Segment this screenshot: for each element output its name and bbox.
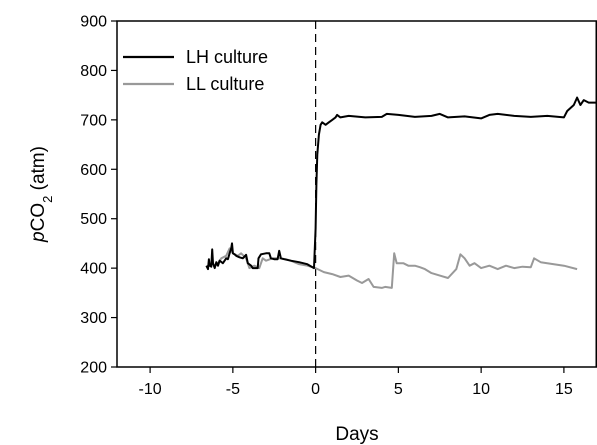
x-tick-label: 5 [394,381,403,398]
y-tick-label: 700 [80,112,107,129]
y-axis-title-main: CO [28,203,49,232]
legend-label: LL culture [186,74,264,94]
legend-label: LH culture [186,47,268,67]
x-tick-label: 15 [555,381,573,398]
x-tick-label: 0 [311,381,320,398]
y-tick-label: 600 [80,162,107,179]
series-line-lh-culture [205,96,597,271]
legend: LH culture LL culture [123,47,268,94]
plot-frame [116,20,597,368]
y-tick-label: 200 [80,360,107,377]
axis-ticks: -10 -5 0 5 10 15 200 300 400 500 600 700 800 900 [80,14,573,399]
y-tick-label: 400 [80,261,107,278]
x-tick-label: -10 [139,381,162,398]
plot-marks [205,21,597,367]
x-tick-label: 10 [472,381,490,398]
y-axis-title: pCO2 (atm) [28,146,55,243]
x-tick-label: -5 [226,381,240,398]
y-tick-label: 500 [80,211,107,228]
y-tick-label: 300 [80,310,107,327]
y-tick-label: 900 [80,14,107,31]
y-tick-label: 800 [80,63,107,80]
y-axis-title-subscript: 2 [40,196,55,203]
y-axis-title-italic: p [28,231,49,243]
y-axis-title-unit: (atm) [28,146,49,196]
x-axis-title: Days [335,424,378,445]
